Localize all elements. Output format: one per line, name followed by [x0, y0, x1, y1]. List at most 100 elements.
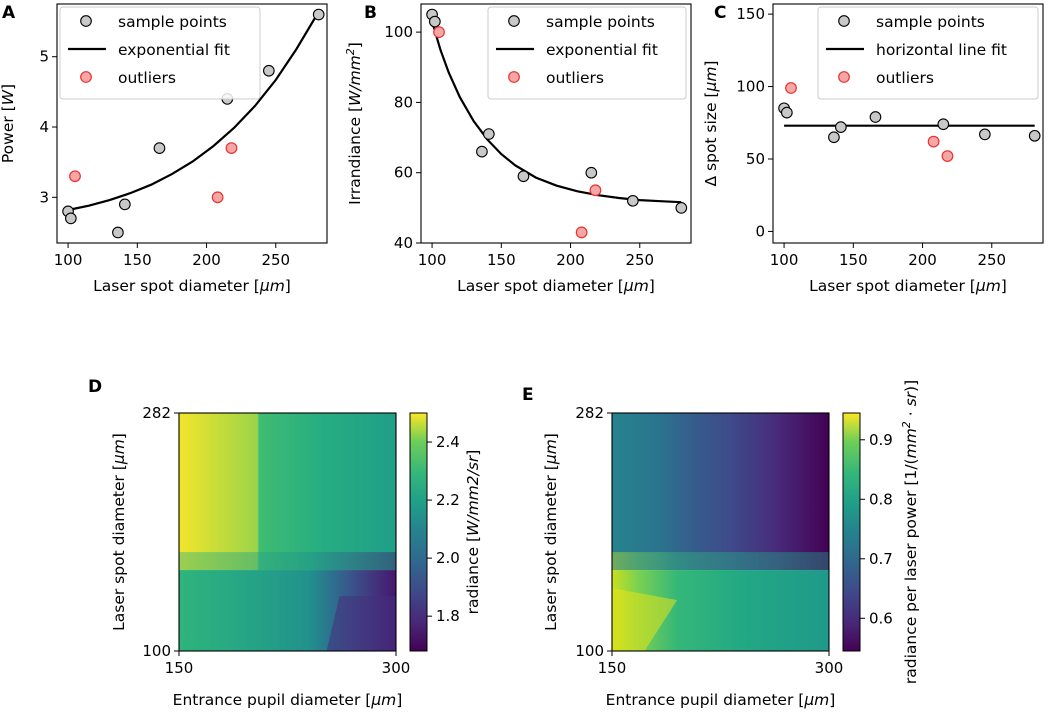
colorbar-tick-label: 2.4: [436, 433, 460, 451]
y-axis-label: Laser spot diameter [μm]: [110, 433, 128, 631]
heatmap-high-wedge: [612, 588, 678, 651]
y-axis-label: Power [W]: [0, 84, 17, 163]
y-tick-label: 100: [575, 642, 604, 660]
colorbar: [409, 412, 428, 652]
panel-letter: A: [2, 3, 16, 23]
legend-label: horizontal line fit: [876, 41, 1007, 59]
x-axis-label: Entrance pupil diameter [μm]: [606, 691, 836, 709]
panel-letter: E: [522, 385, 534, 405]
colorbar-label: radiance [W/mm2/sr]: [464, 450, 482, 615]
sample-point: [675, 202, 688, 214]
y-axis-label: Irrandiance [W/mm2]: [344, 42, 365, 205]
x-tick-label: 200: [908, 251, 937, 269]
y-tick-label: 282: [575, 404, 604, 422]
legend-label: outliers: [876, 69, 934, 87]
legend-label: outliers: [118, 69, 176, 87]
sample-point: [937, 118, 950, 131]
outlier-point: [69, 170, 81, 183]
x-axis-label: Laser spot diameter [μm]: [457, 277, 655, 295]
y-tick-label: 40: [394, 234, 413, 252]
y-tick-label: 3: [39, 188, 49, 206]
colorbar-tick-label: 0.7: [869, 550, 893, 568]
panel-letter: C: [714, 3, 726, 23]
sample-point: [64, 212, 77, 225]
x-tick-label: 150: [487, 251, 516, 269]
x-tick-label: 200: [556, 251, 585, 269]
sample-point: [428, 15, 441, 28]
x-tick-label: 100: [418, 251, 447, 269]
panel-E: 150 300 100 282 Entrance pupil diameter [μm]…: [522, 380, 920, 709]
sample-point: [1028, 129, 1041, 142]
y-tick-label: 5: [39, 48, 49, 66]
sample-point: [112, 226, 124, 239]
legend: sample points exponential fit outliers: [487, 6, 687, 100]
x-axis-label: Laser spot diameter [μm]: [809, 277, 1007, 295]
sample-point: [476, 145, 488, 158]
heatmap-transition: [179, 552, 396, 579]
legend-frame: [817, 6, 1039, 100]
outlier-point: [211, 191, 224, 204]
sample-point: [978, 128, 991, 141]
legend-frame: [59, 6, 261, 100]
x-tick-label: 250: [625, 251, 654, 269]
x-tick-label: 300: [382, 659, 411, 677]
sample-point: [585, 166, 598, 179]
x-tick-label: 200: [192, 251, 221, 269]
legend-label: exponential fit: [546, 41, 658, 59]
legend: sample points exponential fit outliers: [59, 6, 261, 100]
y-axis-label: Laser spot diameter [μm]: [542, 433, 560, 631]
y-tick-label: 4: [39, 118, 49, 136]
panel-C: 100 150 200 250 0 50 100 150 Laser spot diameter…: [702, 3, 1044, 295]
x-tick-label: 100: [54, 251, 83, 269]
heatmap-low-wedge: [326, 596, 396, 651]
sample-point: [626, 194, 639, 207]
panel-letter: B: [364, 3, 377, 23]
x-tick-label: 150: [123, 251, 152, 269]
x-tick-label: 100: [770, 251, 799, 269]
legend-frame: [487, 6, 687, 100]
y-tick-label: 282: [142, 404, 171, 422]
y-axis-label: Δ spot size [μm]: [702, 61, 720, 187]
panel-B: 100 150 200 250 40 60 80 100 Laser spot diameter…: [344, 3, 692, 295]
colorbar-tick-label: 1.8: [436, 607, 460, 625]
x-tick-label: 150: [598, 659, 627, 677]
heatmap-frame: [178, 412, 397, 652]
colorbar: [842, 412, 861, 652]
colorbar-tick-label: 0.6: [869, 609, 893, 627]
legend-label: outliers: [546, 69, 604, 87]
sample-point: [780, 106, 793, 119]
legend-label: sample points: [546, 13, 655, 31]
colorbar-label: radiance per laser power [1/(mm2 · sr)]: [900, 380, 921, 684]
x-tick-label: 150: [839, 251, 868, 269]
colorbar-tick-label: 0.8: [869, 490, 893, 508]
legend-label: sample points: [876, 13, 985, 31]
y-tick-label: 100: [736, 78, 765, 96]
sample-point: [834, 121, 847, 133]
sample-point: [153, 142, 166, 154]
legend-label: exponential fit: [118, 41, 230, 59]
legend-marker-sample: [508, 15, 520, 27]
sample-point: [828, 131, 840, 144]
sample-point: [869, 111, 882, 123]
x-axis-label: Laser spot diameter [μm]: [93, 277, 291, 295]
panel-letter: D: [88, 377, 102, 397]
sample-point: [517, 170, 530, 183]
y-tick-label: 60: [394, 164, 413, 182]
fit-line: [67, 11, 320, 212]
outlier-point: [225, 142, 238, 155]
x-tick-label: 150: [165, 659, 194, 677]
y-tick-label: 80: [394, 93, 413, 111]
heatmap-upper-region: [612, 413, 829, 571]
x-tick-label: 250: [261, 251, 290, 269]
sample-point: [312, 8, 325, 21]
outlier-point: [589, 184, 602, 197]
sample-point: [262, 64, 275, 77]
panel-A: 100 150 200 250 3 4 5 Laser spot diameter [μm] P…: [0, 3, 328, 295]
x-tick-label: 250: [977, 251, 1006, 269]
x-axis-label: Entrance pupil diameter [μm]: [173, 691, 403, 709]
outlier-point: [941, 150, 954, 162]
colorbar-tick-label: 2.0: [436, 549, 460, 567]
y-tick-label: 150: [736, 5, 765, 23]
legend: sample points horizontal line fit outliers: [817, 6, 1039, 100]
